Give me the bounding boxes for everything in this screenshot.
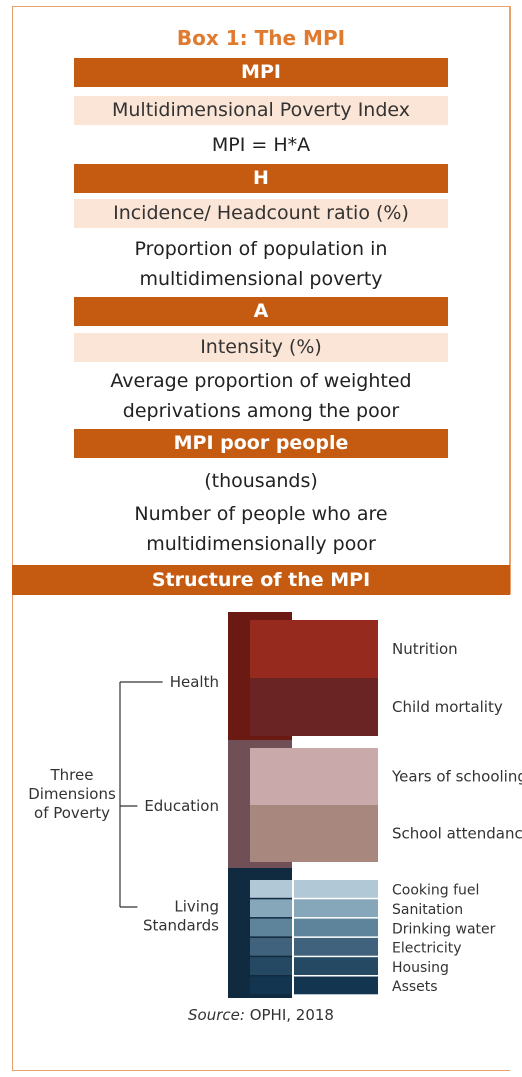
box-title: Box 1: The MPI: [176, 26, 346, 50]
section-header-mpi: MPI: [74, 58, 448, 87]
indicator-bar-0-1: [250, 678, 378, 736]
indicator-bar-2-2: [294, 918, 378, 937]
section-subtitle-a: Intensity (%): [74, 333, 448, 362]
indicator-label-2-5: Assets: [392, 979, 438, 995]
dimension-label-2-0: Living: [174, 898, 219, 916]
section-header-a: A: [74, 297, 448, 326]
indicator-label-1-0: Years of schooling: [391, 768, 522, 786]
indicator-bar-1-0: [250, 748, 378, 805]
indicator-bar-left-2-2: [250, 918, 292, 937]
indicator-bar-0-0: [250, 620, 378, 678]
indicator-label-2-4: Housing: [392, 960, 449, 976]
indicator-label-2-1: Sanitation: [392, 902, 463, 918]
root-label-2: of Poverty: [34, 804, 110, 822]
dimension-label-2-1: Standards: [143, 917, 219, 935]
section-description-poor-people: Number of people who are multidimensiona…: [134, 503, 388, 555]
source-text: OPHI, 2018: [244, 1006, 334, 1024]
box-frame: [12, 6, 510, 1071]
indicator-bar-left-2-1: [250, 899, 292, 918]
section-header-poor-people: MPI poor people: [74, 429, 448, 458]
indicator-bar-2-1: [294, 899, 378, 918]
section-subtitle-poor-people: (thousands): [204, 470, 318, 492]
indicator-bar-2-3: [294, 937, 378, 956]
section-description-a: Average proportion of weighted deprivati…: [110, 370, 412, 422]
indicator-bar-2-4: [294, 957, 378, 975]
indicator-bar-1-1: [250, 805, 378, 862]
source-label: Source:: [188, 1006, 245, 1024]
section-subtitle-mpi: Multidimensional Poverty Index: [74, 96, 448, 125]
indicator-bar-left-2-0: [250, 880, 292, 898]
section-header-h: H: [74, 164, 448, 193]
indicator-label-0-1: Child mortality: [392, 698, 503, 716]
root-label-1: Dimensions: [28, 785, 116, 803]
section-description-h: Proportion of population in multidimensi…: [134, 238, 388, 290]
dimension-label-1-0: Education: [144, 797, 219, 815]
indicator-label-2-2: Drinking water: [392, 921, 496, 937]
indicator-bar-left-2-3: [250, 937, 292, 956]
indicator-bar-left-2-5: [250, 976, 292, 995]
indicator-bar-left-2-4: [250, 957, 292, 975]
indicator-label-0-0: Nutrition: [392, 640, 458, 658]
structure-header: Structure of the MPI: [12, 565, 510, 595]
indicator-label-2-0: Cooking fuel: [392, 883, 479, 899]
indicator-label-2-3: Electricity: [392, 941, 462, 957]
root-label-0: Three: [50, 766, 94, 784]
source-note: Source: OPHI, 2018: [0, 1006, 522, 1024]
section-description-mpi: MPI = H*A: [211, 134, 311, 156]
section-subtitle-h: Incidence/ Headcount ratio (%): [74, 199, 448, 228]
box-frame-right-edge: [509, 6, 511, 594]
dimension-label-0-0: Health: [170, 673, 219, 691]
indicator-bar-2-5: [294, 976, 378, 995]
mpi-structure-diagram: Nutrition Child mortality Health Years of s…: [28, 612, 522, 998]
indicator-label-1-1: School attendance: [392, 825, 522, 843]
indicator-bar-2-0: [294, 880, 378, 898]
